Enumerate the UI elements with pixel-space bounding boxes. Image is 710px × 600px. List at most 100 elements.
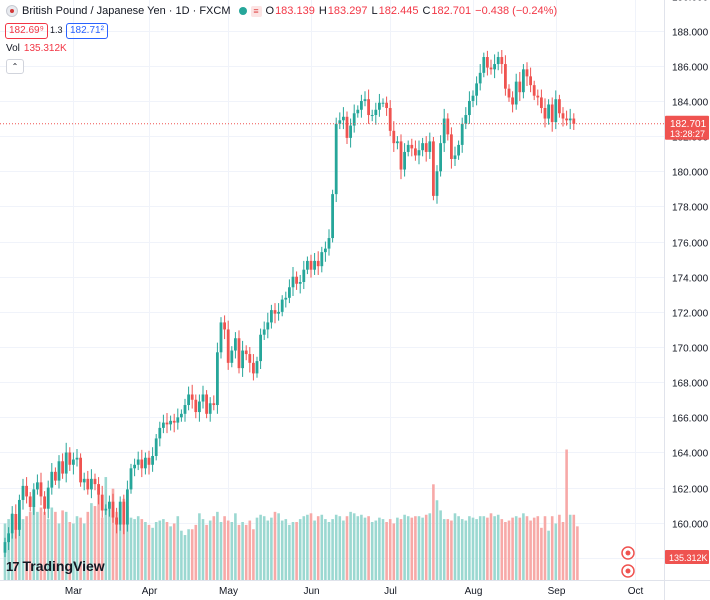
candle-body[interactable] [118,501,122,525]
candle-body[interactable] [414,148,417,156]
candle-body[interactable] [507,88,511,98]
candle-body[interactable] [122,501,126,525]
candle-body[interactable] [36,482,39,490]
candle-body[interactable] [201,394,205,402]
candle-body[interactable] [565,118,568,121]
volume-label[interactable]: Vol [6,43,20,54]
candle-body[interactable] [410,144,414,149]
candle-body[interactable] [475,83,478,96]
symbol-title[interactable]: British Pound / Japanese Yen · 1D · FXCM [22,5,231,17]
candle-body[interactable] [230,350,234,363]
candle-body[interactable] [190,394,194,400]
candle-body[interactable] [262,329,266,335]
candle-body[interactable] [324,248,327,253]
candle-body[interactable] [554,99,558,123]
candle-body[interactable] [464,115,468,124]
candle-body[interactable] [255,361,259,374]
candle-body[interactable] [28,496,32,507]
candle-body[interactable] [424,143,428,152]
candle-body[interactable] [90,478,93,490]
candle-body[interactable] [370,115,374,117]
candle-body[interactable] [522,69,525,93]
candle-body[interactable] [295,276,298,284]
candle-body[interactable] [309,260,313,270]
candle-body[interactable] [61,461,64,474]
candle-body[interactable] [10,514,14,534]
candle-body[interactable] [392,130,396,144]
candle-body[interactable] [212,403,216,406]
candle-body[interactable] [432,141,435,196]
candle-body[interactable] [493,64,496,70]
candle-body[interactable] [133,464,136,469]
candle-body[interactable] [298,282,302,284]
buy-button[interactable]: 182.71² [66,23,108,39]
candle-body[interactable] [237,338,241,369]
candle-body[interactable] [205,394,208,414]
candle-body[interactable] [140,459,144,469]
candle-body[interactable] [496,57,500,65]
candle-body[interactable] [547,104,550,119]
candle-body[interactable] [284,297,288,300]
candle-body[interactable] [360,100,363,110]
candle-body[interactable] [104,508,108,511]
candle-body[interactable] [158,427,162,439]
candle-body[interactable] [57,461,61,481]
candle-body[interactable] [223,322,226,330]
candle-body[interactable] [320,252,324,267]
candle-body[interactable] [21,485,25,500]
candle-body[interactable] [500,57,504,65]
candle-body[interactable] [457,144,460,156]
candle-body[interactable] [306,260,309,270]
candle-body[interactable] [39,482,43,497]
candle-body[interactable] [504,64,507,89]
candle-body[interactable] [511,97,514,105]
candle-body[interactable] [406,144,410,152]
candle-body[interactable] [46,487,50,509]
candle-body[interactable] [489,67,493,70]
candle-body[interactable] [446,118,450,135]
candle-body[interactable] [93,478,97,485]
candle-body[interactable] [385,102,388,108]
candle-body[interactable] [327,238,331,249]
candle-body[interactable] [154,438,158,456]
candle-body[interactable] [291,276,295,288]
candle-body[interactable] [378,102,381,110]
candle-body[interactable] [442,118,446,144]
candle-body[interactable] [543,108,547,119]
candle-body[interactable] [349,125,352,138]
candle-body[interactable] [435,171,439,196]
candle-body[interactable] [79,457,82,483]
candle-body[interactable] [561,113,565,119]
candle-body[interactable] [417,150,421,156]
candle-body[interactable] [342,116,345,121]
candle-body[interactable] [241,350,244,369]
candle-body[interactable] [64,452,68,474]
candle-body[interactable] [259,334,262,362]
compare-icon[interactable]: ≡ [250,5,262,17]
candle-body[interactable] [172,420,176,423]
candle-body[interactable] [273,310,277,314]
candle-body[interactable] [72,459,75,465]
candle-body[interactable] [277,311,280,314]
candle-body[interactable] [338,120,342,124]
last-price-badge[interactable] [665,115,709,140]
candle-body[interactable] [266,322,270,330]
candle-body[interactable] [176,417,180,423]
sell-button[interactable]: 182.69⁹ [5,23,48,39]
candle-body[interactable] [100,494,104,511]
candle-body[interactable] [82,478,86,483]
candle-body[interactable] [194,399,198,413]
candle-body[interactable] [147,457,151,465]
candle-body[interactable] [50,471,54,488]
candle-body[interactable] [421,143,424,151]
candle-body[interactable] [568,118,572,121]
candle-body[interactable] [550,104,554,123]
candle-body[interactable] [486,57,489,68]
candle-body[interactable] [482,57,486,73]
candle-body[interactable] [536,95,540,98]
candle-body[interactable] [115,517,118,525]
candle-body[interactable] [316,260,320,267]
candle-body[interactable] [471,95,475,101]
candle-body[interactable] [518,81,522,93]
